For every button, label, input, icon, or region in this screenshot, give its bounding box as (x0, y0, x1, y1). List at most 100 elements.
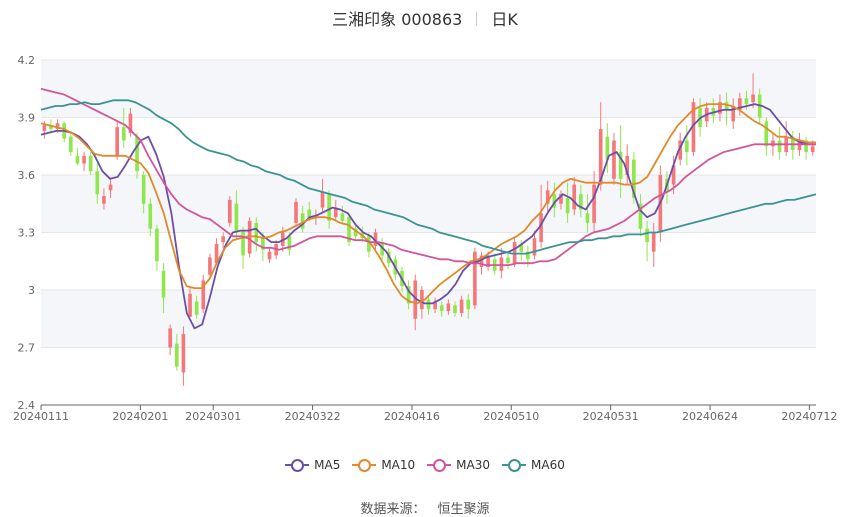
candle-body (592, 184, 596, 223)
candle-body (155, 228, 159, 262)
candle-body (287, 236, 292, 250)
y-tick-label: 3.6 (18, 169, 36, 182)
candle-body (638, 203, 643, 229)
candle-body (300, 213, 305, 229)
legend-item-ma60[interactable]: MA60 (502, 458, 565, 472)
candle-body (678, 140, 683, 160)
candles (42, 73, 815, 386)
x-tick-label: 20240531 (583, 410, 639, 423)
candle-body (632, 159, 636, 198)
candle-body (294, 201, 298, 223)
candle-body (466, 299, 471, 310)
candle-body (559, 194, 563, 204)
candle-body (82, 155, 86, 164)
kline-chart: 2.4 2.7 3 3.3 3.6 3.9 4.2 20240111 20240201 20240… (13, 54, 837, 423)
x-tick-label: 20240322 (285, 410, 341, 423)
candle-body (148, 203, 153, 229)
legend-label: MA60 (531, 458, 565, 472)
x-tick-label: 20240624 (682, 410, 738, 423)
candle-body (459, 299, 464, 313)
candle-body (247, 221, 252, 254)
candle-body (751, 94, 755, 103)
candle-body (810, 146, 815, 152)
title-divider (476, 12, 478, 26)
candle-body (645, 228, 649, 243)
data-source: 数据来源： 恒生聚源 (0, 498, 850, 517)
stock-name: 三湘印象 000863 (332, 10, 463, 29)
candle-body (625, 155, 630, 175)
candle-body (565, 198, 570, 214)
candle-body (227, 199, 232, 223)
candle-body (373, 232, 378, 246)
candle-body (267, 251, 272, 260)
candle-body (234, 203, 239, 233)
candle-body (790, 136, 795, 151)
candle-body (254, 222, 259, 243)
source-label: 数据来源： (360, 502, 426, 517)
y-tick-label: 3 (28, 284, 35, 297)
candle-body (552, 194, 557, 208)
candle-body (261, 238, 265, 250)
candle-body (188, 293, 192, 317)
period-label: 日K (491, 10, 518, 29)
candle-body (691, 102, 696, 152)
x-tick-label: 20240301 (185, 410, 241, 423)
candle-body (353, 228, 358, 237)
y-tick-label: 2.4 (18, 399, 36, 412)
ma-line-ma30 (40, 87, 816, 266)
candle-body (512, 242, 517, 264)
candle-body (771, 140, 775, 147)
candle-body (413, 280, 418, 319)
y-tick-label: 3.3 (18, 227, 36, 240)
x-tick-label: 20240510 (483, 410, 539, 423)
candle-body (598, 129, 603, 185)
candle-body (453, 305, 457, 313)
candle-body (108, 184, 113, 191)
x-tick-label: 20240416 (384, 410, 440, 423)
candle-body (49, 125, 53, 129)
source-value: 恒生聚源 (437, 502, 490, 517)
candle-body (181, 334, 186, 373)
candle-body (420, 290, 424, 310)
legend-item-ma5[interactable]: MA5 (285, 458, 340, 472)
x-tick-label: 20240712 (781, 410, 837, 423)
candle-body (724, 102, 729, 110)
candle-body (519, 244, 524, 252)
band (41, 175, 816, 233)
legend-swatch (352, 458, 377, 472)
candle-body (194, 301, 199, 315)
candle-body (340, 213, 345, 221)
candle-body (121, 127, 126, 141)
candle-body (671, 165, 676, 185)
y-tick-label: 3.9 (18, 112, 36, 125)
candle-body (102, 196, 106, 204)
chart-title: 三湘印象 000863 日K (0, 6, 850, 30)
candle-body (42, 125, 47, 131)
candle-body (545, 190, 550, 204)
legend-swatch (427, 458, 452, 472)
candle-body (744, 98, 749, 105)
y-tick-label: 4.2 (18, 54, 36, 67)
candle-body (446, 303, 451, 312)
candle-body (499, 257, 504, 271)
candle-body (572, 184, 577, 210)
candle-body (88, 155, 93, 172)
ma-line-ma5 (40, 103, 816, 330)
candle-body (479, 255, 484, 267)
legend-swatch (285, 458, 310, 472)
candle-body (367, 236, 371, 252)
candle-body (526, 251, 530, 260)
candle-body (347, 217, 351, 243)
candle-body (95, 171, 100, 195)
candle-body (506, 257, 510, 264)
ma-lines (40, 87, 817, 330)
legend-item-ma30[interactable]: MA30 (427, 458, 490, 472)
candle-body (473, 251, 477, 306)
candle-body (161, 270, 166, 298)
candle-body (605, 136, 610, 160)
ma-line-ma60 (40, 99, 817, 255)
candle-body (174, 343, 179, 367)
legend-item-ma10[interactable]: MA10 (352, 458, 415, 472)
candle-body (115, 127, 119, 156)
candle-body (333, 207, 338, 218)
